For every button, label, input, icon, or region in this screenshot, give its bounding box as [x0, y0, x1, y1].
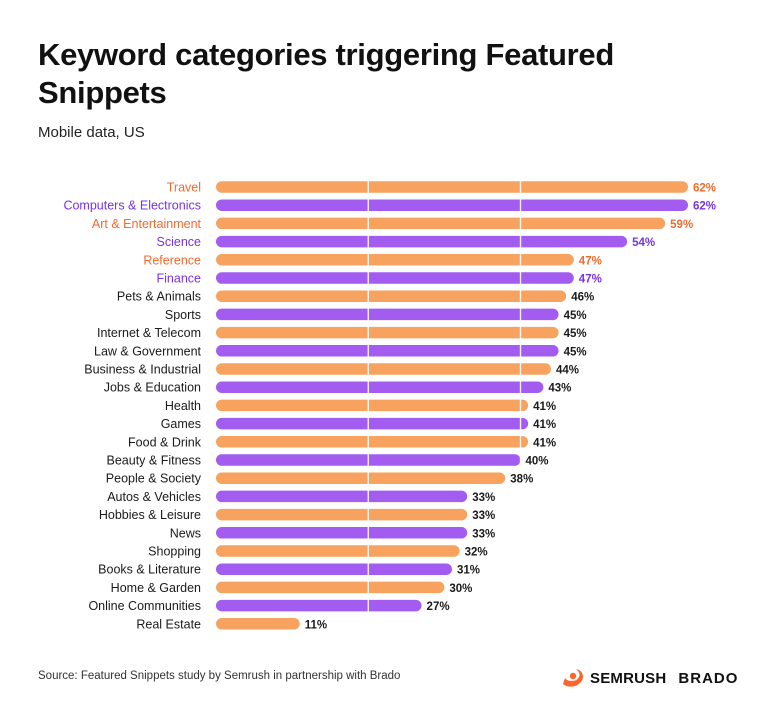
category-label: Finance: [157, 272, 202, 286]
bar: [216, 399, 529, 412]
bar: [216, 308, 559, 321]
value-label: 32%: [465, 547, 488, 559]
grid-layer: [367, 179, 522, 631]
bar-chart: Travel Computers & Electronics Art & Enter…: [63, 179, 716, 632]
category-label: Hobbies & Leisure: [99, 508, 201, 522]
bar: [216, 472, 506, 484]
bar: [216, 563, 452, 575]
source-note: Source: Featured Snippets study by Semru…: [38, 670, 401, 682]
category-label: Games: [161, 417, 201, 431]
category-label: Internet & Telecom: [97, 326, 201, 340]
bar: [216, 581, 445, 594]
semrush-flame-icon: [563, 669, 583, 687]
category-label: Reference: [143, 253, 201, 267]
value-label: 47%: [579, 274, 602, 286]
value-label: 33%: [472, 510, 495, 522]
bar: [216, 235, 628, 248]
chart-title: Keyword categories triggering Featured S…: [38, 37, 615, 110]
value-label: 47%: [579, 255, 602, 267]
category-label: Autos & Vehicles: [107, 490, 201, 504]
value-label: 41%: [533, 401, 556, 413]
logos: SEMRUSH BRADO: [560, 666, 738, 690]
category-label: Beauty & Fitness: [107, 454, 202, 468]
value-label: 43%: [548, 383, 571, 395]
value-label: 44%: [556, 365, 579, 377]
bar: [216, 363, 551, 375]
value-label: 33%: [472, 492, 495, 504]
bar: [216, 272, 574, 284]
bar: [216, 599, 422, 612]
bar: [216, 527, 468, 539]
category-labels-layer: Travel Computers & Electronics Art & Enter…: [63, 181, 201, 632]
category-label: Online Communities: [88, 599, 201, 613]
bar: [216, 199, 688, 211]
value-label: 46%: [571, 292, 594, 304]
bar: [216, 326, 559, 339]
value-label: 62%: [693, 183, 716, 195]
category-label: Pets & Animals: [117, 290, 201, 304]
bar: [216, 545, 460, 557]
category-label: Science: [157, 235, 202, 249]
category-label: Law & Government: [94, 344, 202, 358]
value-label: 30%: [449, 583, 472, 595]
semrush-logo-text: SEMRUSH: [590, 669, 667, 687]
bars-layer: [216, 181, 688, 630]
category-label: Travel: [167, 181, 201, 195]
value-label: 62%: [693, 201, 716, 213]
category-label: Health: [165, 399, 201, 413]
bar: [216, 381, 544, 393]
category-label: Sports: [165, 308, 201, 322]
category-label: Business & Industrial: [84, 363, 201, 377]
bar: [216, 618, 300, 630]
category-label: News: [170, 526, 201, 540]
category-label: Real Estate: [136, 617, 201, 631]
value-label: 31%: [457, 565, 480, 577]
bar: [216, 254, 574, 266]
value-label: 33%: [472, 528, 495, 540]
category-label: Shopping: [148, 545, 201, 559]
bar: [216, 417, 529, 430]
chart-subtitle: Mobile data, US: [38, 124, 145, 141]
value-labels-layer: 62%62%59%54%47%47%46%45%45%45%44%43%41%4…: [305, 183, 716, 632]
category-label: Food & Drink: [128, 435, 202, 449]
bar: [216, 345, 559, 357]
value-label: 27%: [427, 601, 450, 613]
bar: [216, 436, 529, 448]
value-label: 45%: [564, 346, 587, 358]
value-label: 38%: [510, 474, 533, 486]
category-label: Books & Literature: [98, 563, 201, 577]
bar: [216, 290, 567, 302]
category-label: People & Society: [106, 472, 202, 486]
category-label: Computers & Electronics: [63, 199, 201, 213]
value-label: 45%: [564, 310, 587, 322]
value-label: 41%: [533, 437, 556, 449]
bar: [216, 508, 468, 521]
bar: [216, 490, 468, 503]
category-label: Art & Entertainment: [92, 217, 202, 231]
value-label: 11%: [305, 619, 327, 631]
value-label: 59%: [670, 219, 693, 231]
brado-logo-text: BRADO: [678, 669, 739, 687]
category-label: Home & Garden: [111, 581, 201, 595]
bar: [216, 181, 688, 193]
value-label: 54%: [632, 237, 655, 249]
value-label: 40%: [526, 456, 549, 468]
value-label: 41%: [533, 419, 556, 431]
bar: [216, 217, 666, 230]
value-label: 45%: [564, 328, 587, 340]
category-label: Jobs & Education: [104, 381, 201, 395]
